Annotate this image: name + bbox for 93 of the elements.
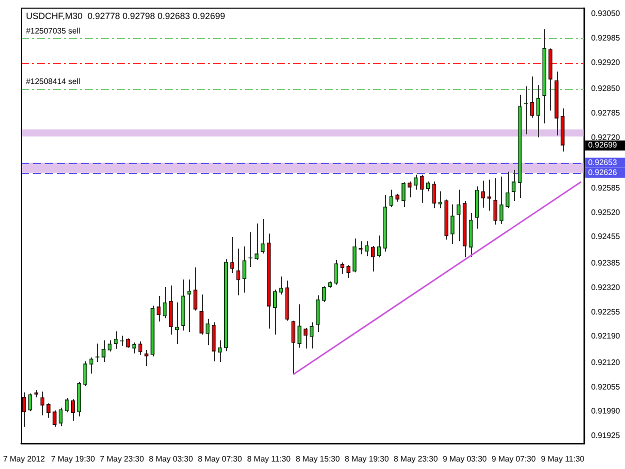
y-tick-label: 0.92055 xyxy=(591,382,621,392)
x-tick-label: 7 May 19:30 xyxy=(50,454,96,464)
candlestick xyxy=(70,398,75,422)
candlestick xyxy=(389,189,394,208)
candlestick xyxy=(334,259,338,286)
candlestick xyxy=(272,289,277,336)
candlestick xyxy=(377,235,382,258)
candlestick xyxy=(162,286,167,319)
candlestick xyxy=(487,179,492,212)
y-tick-label: 0.92320 xyxy=(591,282,621,292)
candlestick xyxy=(456,189,461,242)
x-tick-label: 8 May 23:30 xyxy=(394,454,438,464)
candlestick xyxy=(132,342,136,354)
candlestick xyxy=(364,240,369,257)
candlestick xyxy=(291,320,296,375)
candlestick xyxy=(512,169,516,202)
chart-title: USDCHF,M30 0.92778 0.92798 0.92683 0.92699 xyxy=(26,10,226,21)
candlestick xyxy=(426,181,430,192)
y-tick-label: 0.91925 xyxy=(591,431,621,440)
candlestick xyxy=(297,304,302,348)
candlestick xyxy=(408,181,412,198)
text: 0.92699 xyxy=(588,140,618,150)
candlestick xyxy=(402,182,406,208)
x-tick-label: 9 May 03:30 xyxy=(442,454,488,464)
candlestick xyxy=(28,393,32,412)
candlestick xyxy=(40,391,44,416)
candlestick xyxy=(370,246,375,272)
ref-line-label: #12507035 sell xyxy=(26,26,80,36)
y-tick-label: 0.92385 xyxy=(591,258,621,268)
candlestick xyxy=(58,407,63,427)
x-tick-label: 8 May 11:30 xyxy=(247,454,292,464)
candlestick xyxy=(46,402,50,418)
y-tick-label: 0.92985 xyxy=(591,33,621,42)
candlestick xyxy=(450,204,454,245)
y-tick-label: 0.92785 xyxy=(591,108,621,118)
y-tick-label: 0.92520 xyxy=(591,208,621,217)
candlestick xyxy=(108,340,112,352)
candlestick xyxy=(493,178,498,226)
candlestick xyxy=(175,302,180,344)
candlestick xyxy=(187,278,192,332)
y-tick-label: 0.92190 xyxy=(591,332,621,341)
candlestick xyxy=(144,349,148,367)
x-tick-label: 8 May 15:30 xyxy=(296,454,340,464)
candlestick xyxy=(279,276,284,295)
candlestick xyxy=(200,294,204,336)
candlestick xyxy=(218,340,222,362)
candlestick xyxy=(254,223,259,260)
y-tick-label: 0.92120 xyxy=(591,358,621,367)
x-tick-label: 9 May 11:30 xyxy=(540,454,585,464)
candlestick xyxy=(432,181,436,209)
x-tick-label: 8 May 07:30 xyxy=(198,454,242,464)
candlestick xyxy=(83,360,88,386)
x-tick-label: 7 May 23:30 xyxy=(100,454,144,464)
y-tick-label: 0.92255 xyxy=(591,307,621,316)
candlestick xyxy=(230,236,234,274)
y-tick-label: 0.92720 xyxy=(591,132,621,142)
ref-line-label: 0.92653 xyxy=(588,158,618,167)
y-tick-label: 0.92850 xyxy=(591,84,621,94)
candlestick xyxy=(138,340,142,356)
candlestick xyxy=(102,340,106,362)
ref-line-label: 0.92626 xyxy=(588,168,618,178)
y-tick-label: 0.93050 xyxy=(591,9,621,18)
candlestick xyxy=(340,262,344,274)
candlestick xyxy=(499,176,504,224)
ref-line-label: #12508414 sell xyxy=(26,77,80,86)
candlestick xyxy=(310,322,314,349)
x-tick-label: 8 May 19:30 xyxy=(344,454,390,464)
candlestick xyxy=(22,392,26,428)
candlestick xyxy=(89,356,94,374)
candlestick xyxy=(156,295,161,322)
candlestick xyxy=(530,76,534,118)
candlestick xyxy=(52,410,57,428)
candlestick xyxy=(242,246,246,294)
x-tick-label: 8 May 03:30 xyxy=(148,454,194,464)
candlestick xyxy=(536,84,540,138)
candlestick xyxy=(420,174,424,204)
candlestick xyxy=(193,266,198,312)
candlestick xyxy=(316,294,320,332)
x-tick-label: 9 May 07:30 xyxy=(492,454,536,464)
candlestick xyxy=(346,264,350,278)
candlestick xyxy=(260,218,265,254)
y-tick-label: 0.92455 xyxy=(591,232,621,242)
y-tick-label: 0.92585 xyxy=(591,183,621,192)
candlestick xyxy=(64,398,69,413)
y-tick-label: 0.91990 xyxy=(591,406,621,416)
candlestick xyxy=(114,330,118,350)
y-tick-label: 0.92920 xyxy=(591,58,621,67)
candlestick xyxy=(481,180,486,208)
candlestick xyxy=(322,286,326,302)
candlestick xyxy=(506,171,510,209)
x-tick-label: 7 May 2012 xyxy=(3,454,46,464)
candlestick xyxy=(206,318,210,346)
candlestick xyxy=(304,327,308,349)
